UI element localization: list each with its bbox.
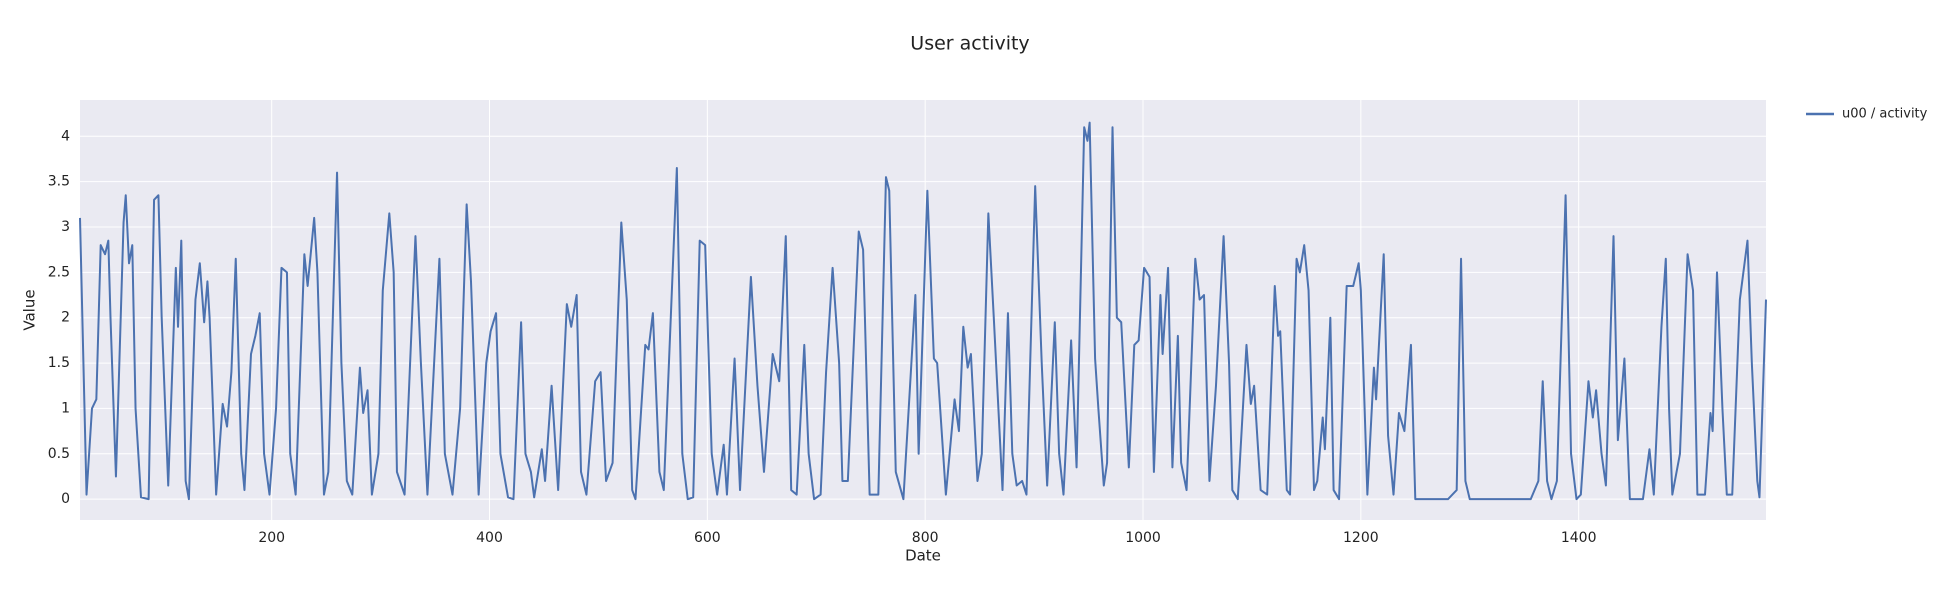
data-line: [79, 121, 1767, 501]
y-tick-label: 0.5: [48, 446, 70, 462]
y-tick-label: 4: [61, 128, 70, 144]
y-tick-label: 2.5: [48, 264, 70, 280]
x-tick-label: 800: [912, 530, 939, 546]
x-tick-label: 600: [694, 530, 721, 546]
y-tick-label: 0: [61, 491, 70, 507]
y-axis-title: Value: [21, 289, 39, 330]
y-tick-label: 3: [61, 219, 70, 235]
y-tick-label: 1.5: [48, 355, 70, 371]
y-tick-label: 3.5: [48, 174, 70, 190]
x-axis-title: Date: [905, 547, 941, 565]
legend-label[interactable]: u00 / activity: [1842, 107, 1928, 122]
y-tick-label: 1: [61, 400, 70, 416]
x-tick-label: 400: [476, 530, 503, 546]
x-tick-label: 200: [258, 530, 285, 546]
chart-title: User activity: [910, 33, 1029, 55]
x-tick-label: 1000: [1125, 530, 1161, 546]
y-tick-label: 2: [61, 310, 70, 326]
x-tick-label: 1200: [1343, 530, 1379, 546]
x-tick-label: 1400: [1561, 530, 1597, 546]
